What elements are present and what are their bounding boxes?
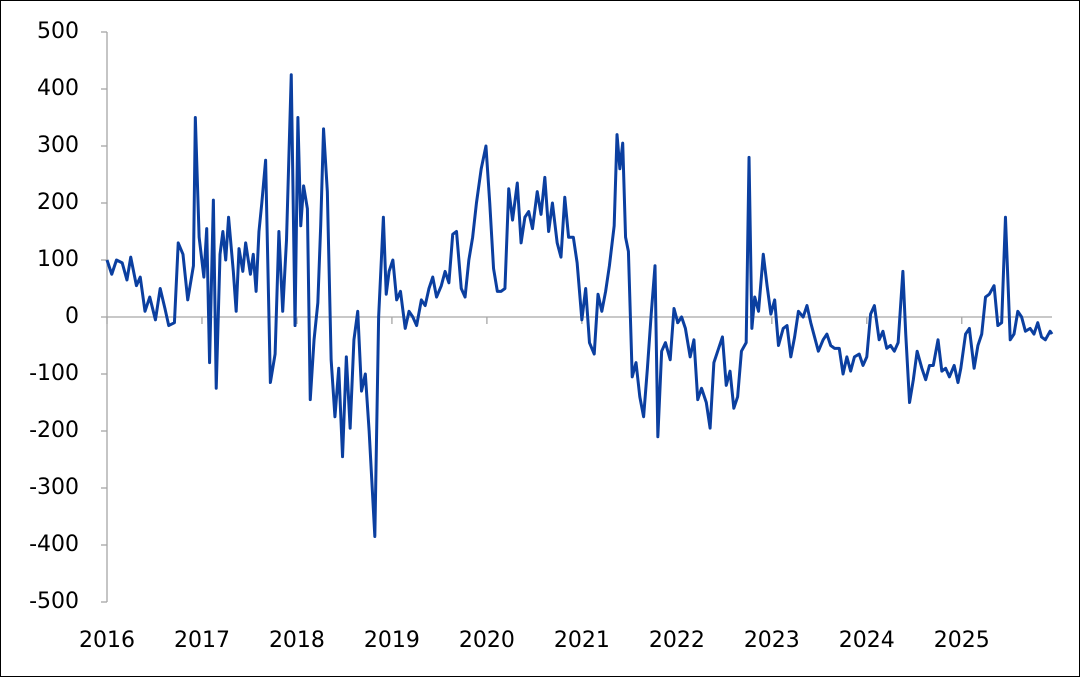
y-tick-label: 200 bbox=[37, 190, 79, 215]
y-tick-label: -200 bbox=[29, 418, 79, 443]
y-tick-label: 500 bbox=[37, 19, 79, 44]
y-tick-label: -300 bbox=[29, 475, 79, 500]
x-tick-label: 2021 bbox=[554, 628, 610, 653]
y-tick-label: -100 bbox=[29, 361, 79, 386]
y-tick-label: 100 bbox=[37, 247, 79, 272]
x-tick-label: 2023 bbox=[744, 628, 800, 653]
y-tick-label: 0 bbox=[65, 304, 79, 329]
x-tick-label: 2022 bbox=[649, 628, 705, 653]
y-tick-label: 300 bbox=[37, 133, 79, 158]
y-tick-label: -400 bbox=[29, 532, 79, 557]
y-tick-label: 400 bbox=[37, 76, 79, 101]
x-tick-label: 2025 bbox=[934, 628, 990, 653]
x-tick-label: 2019 bbox=[364, 628, 420, 653]
x-tick-label: 2017 bbox=[174, 628, 230, 653]
x-tick-label: 2018 bbox=[269, 628, 325, 653]
line-series bbox=[105, 73, 1054, 538]
x-tick-label: 2016 bbox=[79, 628, 135, 653]
x-tick-label: 2020 bbox=[459, 628, 515, 653]
x-tick-label: 2024 bbox=[839, 628, 895, 653]
y-tick-label: -500 bbox=[29, 589, 79, 614]
